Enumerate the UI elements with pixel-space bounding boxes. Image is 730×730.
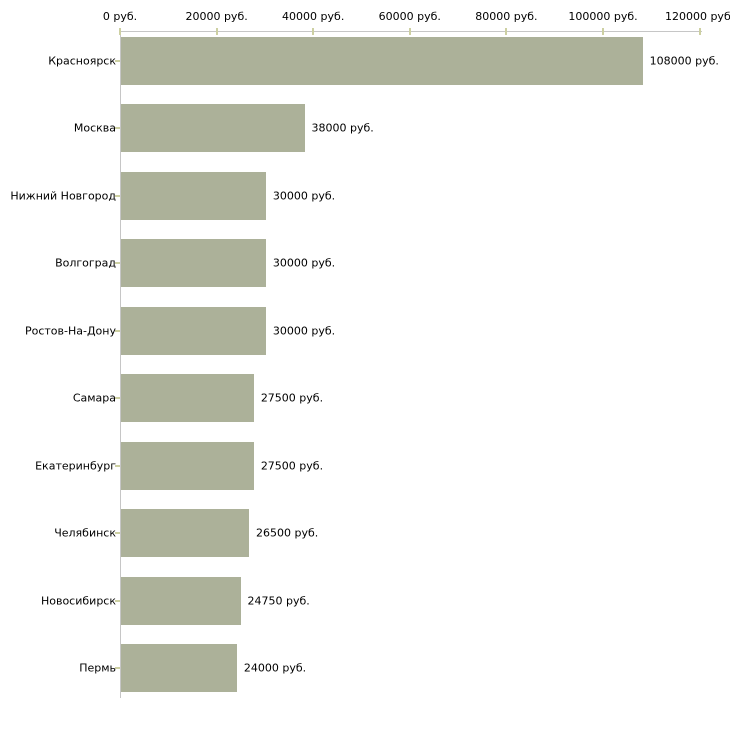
bar — [121, 643, 237, 692]
value-label: 30000 руб. — [272, 324, 336, 338]
value-label: 30000 руб. — [272, 189, 336, 203]
y-tick-mark — [115, 329, 120, 332]
x-tick-label: 40000 руб. — [282, 10, 345, 23]
x-tick-label: 80000 руб. — [475, 10, 538, 23]
x-tick-label: 120000 руб. — [664, 10, 730, 23]
category-label: Красноярск — [48, 54, 116, 68]
x-tick-label: 100000 руб. — [568, 10, 638, 23]
category-label: Челябинск — [54, 526, 116, 540]
bar — [121, 239, 266, 288]
bar — [121, 441, 254, 490]
x-tick-mark — [215, 28, 218, 35]
x-tick-mark — [602, 28, 604, 35]
y-tick-mark — [115, 464, 120, 467]
y-tick-mark — [115, 60, 120, 62]
x-tick-label: 20000 руб. — [185, 10, 248, 23]
category-label: Волгоград — [55, 256, 116, 270]
y-tick-mark — [115, 127, 120, 130]
bar — [121, 37, 643, 85]
category-label: Екатеринбург — [35, 459, 116, 473]
x-tick-mark — [505, 28, 508, 35]
x-tick-label: 0 руб. — [102, 10, 138, 23]
bar — [121, 509, 249, 558]
y-tick-mark — [115, 194, 120, 197]
bar — [121, 171, 266, 220]
value-label: 27500 руб. — [260, 459, 324, 473]
category-label: Пермь — [79, 661, 116, 675]
bar — [121, 306, 266, 355]
y-tick-mark — [115, 599, 120, 602]
bar — [121, 374, 254, 423]
category-label: Новосибирск — [40, 594, 116, 608]
value-label: 30000 руб. — [272, 256, 336, 270]
x-tick-label: 60000 руб. — [378, 10, 441, 23]
y-tick-mark — [115, 666, 120, 669]
y-tick-mark — [115, 532, 120, 535]
value-label: 26500 руб. — [255, 526, 319, 540]
category-label: Самара — [72, 391, 116, 405]
bar — [121, 576, 241, 625]
value-label: 24000 руб. — [243, 661, 307, 675]
y-tick-mark — [115, 262, 120, 265]
value-label: 108000 руб. — [649, 54, 719, 68]
value-label: 27500 руб. — [260, 391, 324, 405]
x-tick-mark — [119, 28, 121, 35]
x-tick-mark — [698, 28, 701, 35]
y-tick-mark — [115, 397, 120, 400]
category-label: Москва — [73, 121, 116, 135]
value-label: 38000 руб. — [311, 121, 374, 135]
x-tick-mark — [312, 28, 315, 35]
bar — [121, 104, 305, 153]
category-label: Нижний Новгород — [10, 189, 116, 203]
category-label: Ростов-На-Дону — [24, 324, 116, 338]
x-axis-line — [120, 31, 702, 32]
y-axis-line — [120, 31, 121, 698]
value-label: 24750 руб. — [247, 594, 310, 608]
x-tick-mark — [408, 28, 411, 35]
